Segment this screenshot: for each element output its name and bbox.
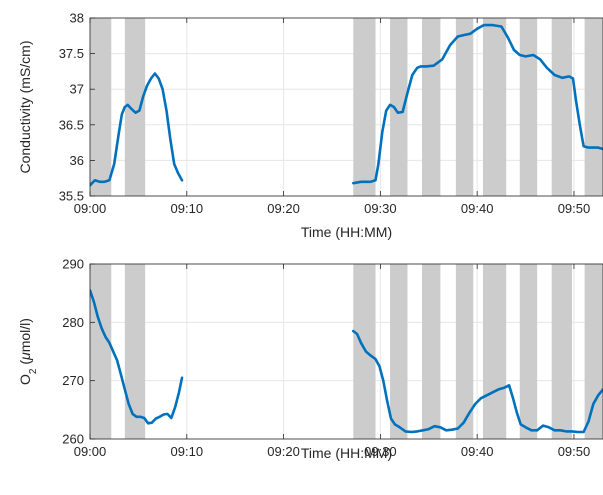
oxygen-shaded-band — [551, 264, 573, 439]
oxygen-x-tick-label: 09:00 — [74, 444, 107, 459]
oxygen-shaded-band — [584, 264, 603, 439]
conductivity-shaded-band — [124, 18, 146, 196]
oxygen-x-axis-label: Time (HH:MM) — [301, 445, 392, 461]
conductivity-shaded-bands — [90, 18, 603, 196]
conductivity-y-tick-label: 36.5 — [59, 117, 84, 132]
conductivity-x-tick-label: 09:30 — [364, 201, 397, 216]
oxygen-shaded-band — [353, 264, 376, 439]
conductivity-shaded-band — [353, 18, 376, 196]
conductivity-x-tick-label: 09:40 — [461, 201, 494, 216]
conductivity-y-tick-label: 37 — [70, 82, 84, 97]
oxygen-shaded-band — [124, 264, 146, 439]
oxygen-y-tick-label: 280 — [62, 315, 84, 330]
conductivity-y-tick-label: 35.5 — [59, 189, 84, 204]
oxygen-x-tick-label: 09:30 — [364, 444, 397, 459]
conductivity-shaded-band — [584, 18, 603, 196]
conductivity-y-tick-label: 37.5 — [59, 46, 84, 61]
oxygen-x-tick-label: 09:40 — [461, 444, 494, 459]
oxygen-series-line-2 — [352, 329, 603, 434]
oxygen-shaded-band — [390, 264, 408, 439]
conductivity-x-tick-label: 09:20 — [267, 201, 300, 216]
oxygen-y-tick-label: 270 — [62, 373, 84, 388]
oxygen-y-axis-label: O2 (μmol/l) — [17, 318, 39, 385]
conductivity-y-tick-label: 38 — [70, 11, 84, 26]
oxygen-y-tick-label: 260 — [62, 432, 84, 447]
oxygen-axes-box — [89, 263, 603, 440]
conductivity-series-line-1 — [90, 72, 184, 187]
oxygen-x-tick-label: 09:20 — [267, 444, 300, 459]
conductivity-x-tick-label: 09:00 — [74, 201, 107, 216]
oxygen-x-tick-label: 09:50 — [558, 444, 591, 459]
conductivity-panel: 09:00 09:10 09:20 09:30 09:40 09:50 35.5 36 36.5… — [17, 11, 603, 240]
conductivity-shaded-band — [90, 18, 112, 196]
oxygen-x-tick-label: 09:10 — [171, 444, 204, 459]
conductivity-shaded-band — [482, 18, 507, 196]
conductivity-y-axis-label: Conductivity (mS/cm) — [17, 40, 33, 173]
conductivity-y-tick-label: 36 — [70, 153, 84, 168]
conductivity-shaded-band — [390, 18, 408, 196]
conductivity-x-tick-label: 09:10 — [171, 201, 204, 216]
oxygen-panel: 09:00 09:10 09:20 09:30 09:40 09:50 260 270 280 2… — [17, 257, 603, 461]
conductivity-series-line-2 — [352, 23, 603, 185]
oxygen-shaded-band — [482, 264, 507, 439]
conductivity-x-tick-label: 09:50 — [558, 201, 591, 216]
oxygen-shaded-band — [90, 264, 112, 439]
oxygen-shaded-band — [519, 264, 538, 439]
conductivity-axes-box — [89, 17, 603, 197]
conductivity-shaded-band — [551, 18, 573, 196]
conductivity-shaded-band — [421, 18, 441, 196]
conductivity-shaded-band — [519, 18, 538, 196]
oxygen-shaded-band — [455, 264, 474, 439]
conductivity-shaded-band — [455, 18, 474, 196]
oxygen-series-line-1 — [90, 289, 184, 425]
oxygen-shaded-band — [421, 264, 441, 439]
oxygen-y-tick-label: 290 — [62, 257, 84, 272]
conductivity-x-axis-label: Time (HH:MM) — [301, 224, 392, 240]
